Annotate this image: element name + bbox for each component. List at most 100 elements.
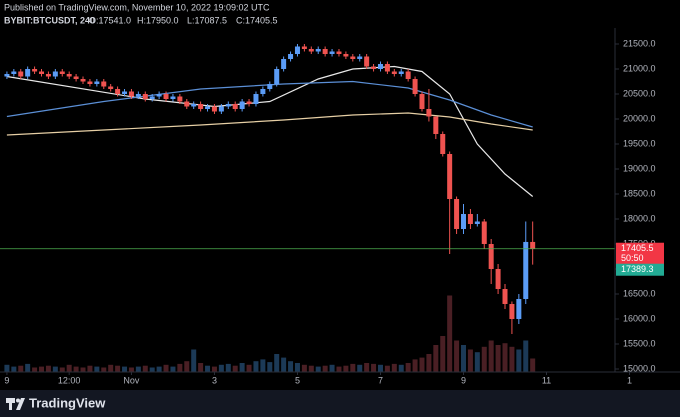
candle-body — [329, 51, 335, 54]
volume-bar — [177, 363, 183, 372]
candle-body — [267, 84, 273, 89]
volume-bar — [135, 366, 141, 372]
volume-bar — [184, 361, 190, 372]
price-label: 17389.3 — [621, 264, 654, 274]
x-tick-label: Nov — [123, 375, 140, 385]
candle-body — [32, 69, 38, 72]
volume-bar — [156, 366, 162, 372]
x-tick-label: 5 — [295, 375, 300, 385]
volume-bar — [315, 366, 321, 372]
volume-bar — [218, 364, 224, 372]
volume-bar — [502, 343, 508, 372]
candle-body — [253, 94, 259, 104]
volume-bar — [52, 366, 58, 372]
y-tick-label: 18500.0 — [623, 188, 656, 198]
candle-body — [474, 221, 480, 224]
candle-body — [4, 74, 10, 77]
volume-bar — [530, 358, 536, 372]
footer-bar — [0, 390, 680, 417]
volume-bar — [45, 365, 51, 372]
volume-bar — [433, 345, 439, 372]
price-label-box — [616, 263, 664, 276]
candle-body — [11, 71, 17, 74]
candle-body — [488, 244, 494, 269]
candle-body — [405, 71, 411, 79]
volume-bar — [239, 363, 245, 372]
candle-body — [288, 54, 294, 59]
volume-bar — [253, 361, 259, 372]
ohlc-low: L:17087.5 — [187, 15, 227, 25]
ohlc-open: O:17541.0 — [89, 15, 131, 25]
candle-body — [274, 69, 280, 84]
candle-body — [419, 94, 425, 109]
candle-body — [191, 104, 197, 107]
volume-bar — [232, 365, 238, 372]
candle-body — [45, 74, 51, 77]
volume-bar — [384, 365, 390, 372]
y-tick-label: 21500.0 — [623, 38, 656, 48]
x-tick-label: 9 — [4, 375, 9, 385]
volume-bar — [343, 365, 349, 372]
candle-body — [336, 51, 342, 54]
moving-average — [6, 80, 533, 128]
candle-body — [232, 104, 238, 109]
candle-body — [101, 81, 107, 87]
volume-bar — [308, 365, 314, 372]
candle-body — [122, 91, 128, 94]
volume-bar — [39, 366, 45, 372]
volume-bar — [211, 366, 217, 372]
candle-body — [460, 214, 466, 229]
candle-body — [495, 269, 501, 289]
candle-body — [205, 106, 211, 109]
candle-body — [135, 94, 141, 97]
volume-bar — [301, 364, 307, 372]
volume-bar — [336, 366, 342, 372]
volume-bar — [25, 363, 31, 372]
volume-bar — [101, 367, 107, 372]
candle-body — [128, 91, 134, 97]
y-tick-label: 19000.0 — [623, 163, 656, 173]
candle-body — [59, 71, 65, 74]
volume-bar — [94, 366, 100, 372]
x-tick-label: 1 — [627, 375, 632, 385]
candle-body — [246, 101, 252, 104]
candle-body — [163, 94, 169, 99]
price-label: 17405.5 — [621, 243, 654, 253]
candle-body — [301, 46, 307, 49]
candle-body — [433, 116, 439, 134]
candle-body — [239, 101, 245, 109]
y-tick-label: 15500.0 — [623, 338, 656, 348]
candle-body — [481, 221, 487, 244]
candle-body — [391, 71, 397, 74]
volume-bar — [260, 359, 266, 372]
volume-bar — [412, 359, 418, 372]
volume-bar — [73, 366, 79, 372]
candle-body — [447, 154, 453, 199]
volume-bar — [440, 336, 446, 372]
y-tick-label: 19500.0 — [623, 138, 656, 148]
volume-bar — [419, 357, 425, 372]
volume-bar — [281, 357, 287, 372]
volume-bar — [225, 363, 231, 372]
x-tick-label: 3 — [212, 375, 217, 385]
countdown: 50:50 — [621, 253, 644, 263]
candle-body — [308, 49, 314, 52]
candle-body — [108, 86, 114, 89]
x-tick-label: 9 — [461, 375, 466, 385]
volume-bar — [246, 364, 252, 372]
moving-average — [6, 112, 533, 136]
candle-body — [156, 94, 162, 97]
candle-body — [94, 81, 100, 84]
volume-bar — [32, 367, 38, 372]
y-tick-label: 16500.0 — [623, 288, 656, 298]
volume-bar — [523, 340, 529, 372]
candle-body — [260, 89, 266, 94]
candle-body — [52, 71, 58, 77]
x-tick-label: 7 — [378, 375, 383, 385]
volume-bar — [4, 364, 10, 372]
volume-bar — [274, 354, 280, 372]
volume-bar — [398, 364, 404, 372]
volume-bar — [115, 365, 121, 372]
candle-body — [170, 96, 176, 99]
